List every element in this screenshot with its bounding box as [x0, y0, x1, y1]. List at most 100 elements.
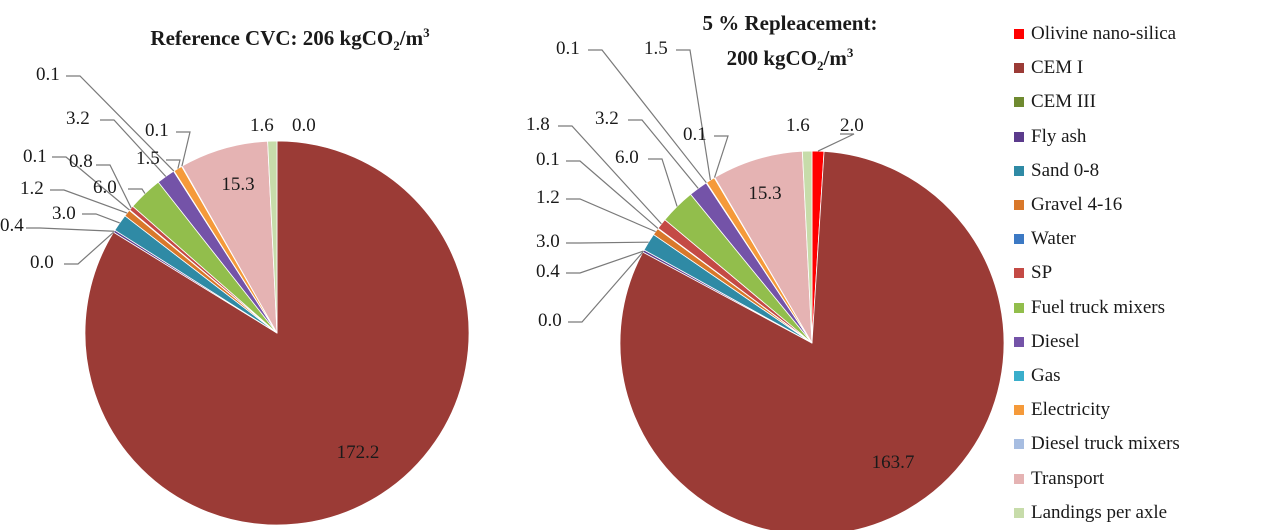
pie-chart-replacement: 2.0 163.7 0.0 0.4 3.0 1.2 0.1 1.8 6.0 3.2 0.1 1.5 0.…: [526, 38, 1005, 530]
data-label: 6.0: [93, 177, 117, 198]
legend-item: Diesel: [1014, 325, 1258, 359]
data-label: 0.1: [36, 64, 60, 85]
legend-swatch: [1014, 302, 1024, 313]
leader-line: [52, 156, 130, 211]
legend-swatch: [1014, 29, 1024, 40]
data-label: 0.0: [292, 115, 316, 136]
data-label: 0.1: [556, 38, 580, 59]
data-label: 3.0: [52, 203, 76, 224]
title-superscript: 3: [423, 25, 430, 40]
leader-line: [713, 135, 729, 178]
data-label: 163.7: [872, 452, 915, 473]
leader-line: [566, 160, 659, 229]
legend-swatch: [1014, 336, 1024, 347]
data-label: 0.1: [536, 149, 560, 170]
legend-swatch: [1014, 370, 1024, 381]
leader-line: [648, 158, 678, 207]
legend-item: SP: [1014, 256, 1258, 290]
legend-label: Landings per axle: [1031, 501, 1168, 523]
legend-item: Fly ash: [1014, 120, 1258, 154]
data-label: 3.2: [66, 108, 90, 129]
data-label: 1.8: [526, 114, 550, 135]
title-unit: /m: [823, 46, 847, 70]
leader-line: [558, 125, 662, 225]
data-label: 15.3: [221, 174, 254, 195]
legend-item: Sand 0-8: [1014, 154, 1258, 188]
legend-item: Diesel truck mixers: [1014, 427, 1258, 461]
legend-item: Transport: [1014, 461, 1258, 495]
legend-label: Gas: [1031, 364, 1061, 386]
legend-item: Landings per axle: [1014, 496, 1258, 530]
leader-line: [566, 250, 644, 274]
pie-chart-reference: 0.0 172.2 0.0 0.4 3.0 1.2 0.1 0.86.0 3.2 0.1 1.5 0.…: [0, 64, 470, 526]
legend-label: Electricity: [1031, 399, 1111, 421]
pie-slice: [267, 140, 278, 334]
legend-label: CEM III: [1031, 91, 1096, 113]
leader-line: [82, 213, 120, 224]
legend-swatch: [1014, 200, 1024, 211]
legend-label: Transport: [1031, 467, 1105, 489]
data-label: 0.8: [69, 151, 93, 172]
leader-line: [100, 119, 167, 177]
leader-line: [64, 231, 114, 265]
legend-item: Olivine nano-silica: [1014, 17, 1258, 51]
legend-swatch: [1014, 473, 1024, 484]
leader-line: [50, 189, 128, 214]
legend-label: Sand 0-8: [1031, 159, 1100, 181]
legend-label: Fuel truck mixers: [1031, 296, 1166, 318]
data-label: 0.0: [30, 252, 54, 273]
data-label: 2.0: [840, 115, 864, 136]
legend-item: Fuel truck mixers: [1014, 291, 1258, 325]
legend-label: Fly ash: [1031, 125, 1087, 147]
data-label: 0.4: [0, 215, 24, 236]
data-label: 0.0: [538, 310, 562, 331]
leader-line: [128, 188, 146, 194]
data-label: 6.0: [615, 147, 639, 168]
title-subscript: 2: [393, 38, 400, 54]
legend-label: CEM I: [1031, 57, 1084, 79]
legend-label: Diesel truck mixers: [1031, 433, 1180, 455]
data-label: 1.5: [136, 148, 160, 169]
chart-title-reference: Reference CVC: 206 kgCO2/m3: [85, 18, 495, 61]
legend-label: SP: [1031, 262, 1053, 284]
title-superscript: 3: [846, 45, 854, 60]
legend-label: Gravel 4-16: [1031, 194, 1123, 216]
leader-line: [817, 133, 855, 152]
legend-swatch: [1014, 131, 1024, 142]
pie-slice: [84, 140, 470, 526]
title-unit: /m: [399, 26, 424, 50]
leader-line: [166, 159, 181, 169]
data-label: 0.1: [145, 120, 169, 141]
leader-line: [176, 131, 191, 167]
data-label: 1.2: [20, 178, 44, 199]
leader-line: [566, 241, 649, 244]
leader-line: [66, 75, 175, 172]
data-label: 1.6: [250, 115, 274, 136]
title-text: Reference CVC: 206 kgCO: [150, 26, 394, 50]
pie-slice: [801, 150, 813, 344]
leader-line: [26, 227, 115, 232]
data-label: 1.6: [786, 115, 810, 136]
legend: Olivine nano-silica CEM I CEM III Fly ash Sa…: [1014, 17, 1258, 530]
data-label: 3.0: [536, 231, 560, 252]
data-label: 0.4: [536, 261, 560, 282]
data-label: 0.1: [683, 124, 707, 145]
legend-label: Water: [1031, 228, 1076, 250]
data-label: 3.2: [595, 108, 619, 129]
title-text: 200 kgCO: [726, 46, 818, 70]
data-label: 172.2: [337, 442, 380, 463]
legend-swatch: [1014, 234, 1024, 245]
legend-item: Water: [1014, 222, 1258, 256]
pie-slice: [619, 150, 1005, 530]
leader-line: [96, 164, 132, 209]
legend-item: CEM I: [1014, 51, 1258, 85]
legend-label: Olivine nano-silica: [1031, 23, 1177, 45]
data-label: 1.5: [644, 38, 668, 59]
legend-swatch: [1014, 405, 1024, 416]
title-line-2: 200 kgCO2/m3: [660, 38, 920, 81]
title-line-1: 5 % Repleacement:: [702, 11, 878, 35]
legend-swatch: [1014, 268, 1024, 279]
legend-swatch: [1014, 63, 1024, 74]
